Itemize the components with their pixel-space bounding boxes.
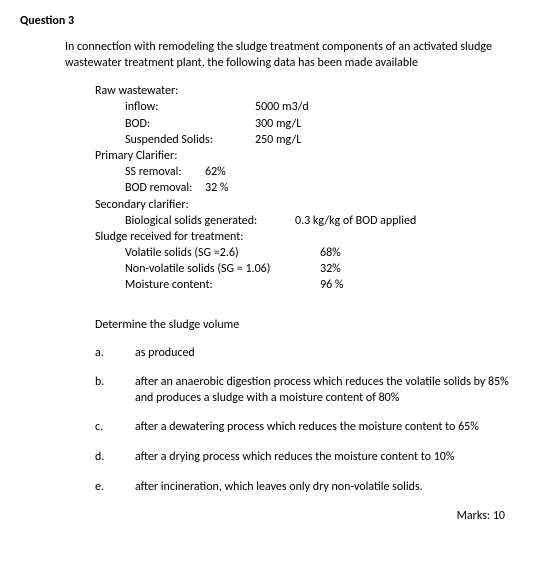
opt-b-letter: b. [95,375,135,406]
data-block: Raw wastewater: inflow: 5000 m3/d BOD: 3… [95,83,535,293]
vs-value: 68% [320,245,380,261]
opt-a-text: as produced [135,346,535,362]
sludge-label: Sludge received for treatment: [95,229,535,245]
raw-label: Raw wastewater: [95,83,535,99]
ssrem-label: SS removal: [125,164,205,180]
inflow-label: inflow: [125,99,255,115]
ss-value: 250 mg/L [255,132,345,148]
ss-label: Suspended Solids: [125,132,255,148]
bio-label: Biological solids generated: [125,213,295,229]
option-b: b. after an anaerobic digestion process … [95,375,535,406]
bio-value: 0.3 kg/kg of BOD applied [295,213,416,229]
opt-c-letter: c. [95,420,135,436]
option-e: e. after incineration, which leaves only… [95,480,535,496]
nvs-label: Non-volatile solids (SG = 1.06) [125,261,320,277]
intro-text: In connection with remodeling the sludge… [65,40,535,71]
opt-e-letter: e. [95,480,135,496]
secondary-label: Secondary clarifier: [95,197,535,213]
bodrem-label: BOD removal: [125,180,205,196]
mc-value: 96 % [320,277,380,293]
bod-value: 300 mg/L [255,116,345,132]
primary-label: Primary Clarifier: [95,148,535,164]
question-header: Question 3 [20,14,535,28]
opt-a-letter: a. [95,346,135,362]
ssrem-value: 62% [205,164,226,180]
option-a: a. as produced [95,346,535,362]
option-c: c. after a dewatering process which redu… [95,420,535,436]
vs-label: Volatile solids (SG =2.6) [125,245,320,261]
opt-d-letter: d. [95,450,135,466]
inflow-value: 5000 m3/d [255,99,345,115]
bod-label: BOD: [125,116,255,132]
marks-text: Marks: 10 [20,509,505,523]
option-d: d. after a drying process which reduces … [95,450,535,466]
opt-e-text: after incineration, which leaves only dr… [135,480,535,496]
opt-d-text: after a drying process which reduces the… [135,450,535,466]
mc-label: Moisture content: [125,277,320,293]
opt-c-text: after a dewatering process which reduces… [135,420,535,436]
determine-text: Determine the sludge volume [95,318,535,332]
nvs-value: 32% [320,261,380,277]
opt-b-text: after an anaerobic digestion process whi… [135,375,535,406]
bodrem-value: 32 % [205,180,228,196]
